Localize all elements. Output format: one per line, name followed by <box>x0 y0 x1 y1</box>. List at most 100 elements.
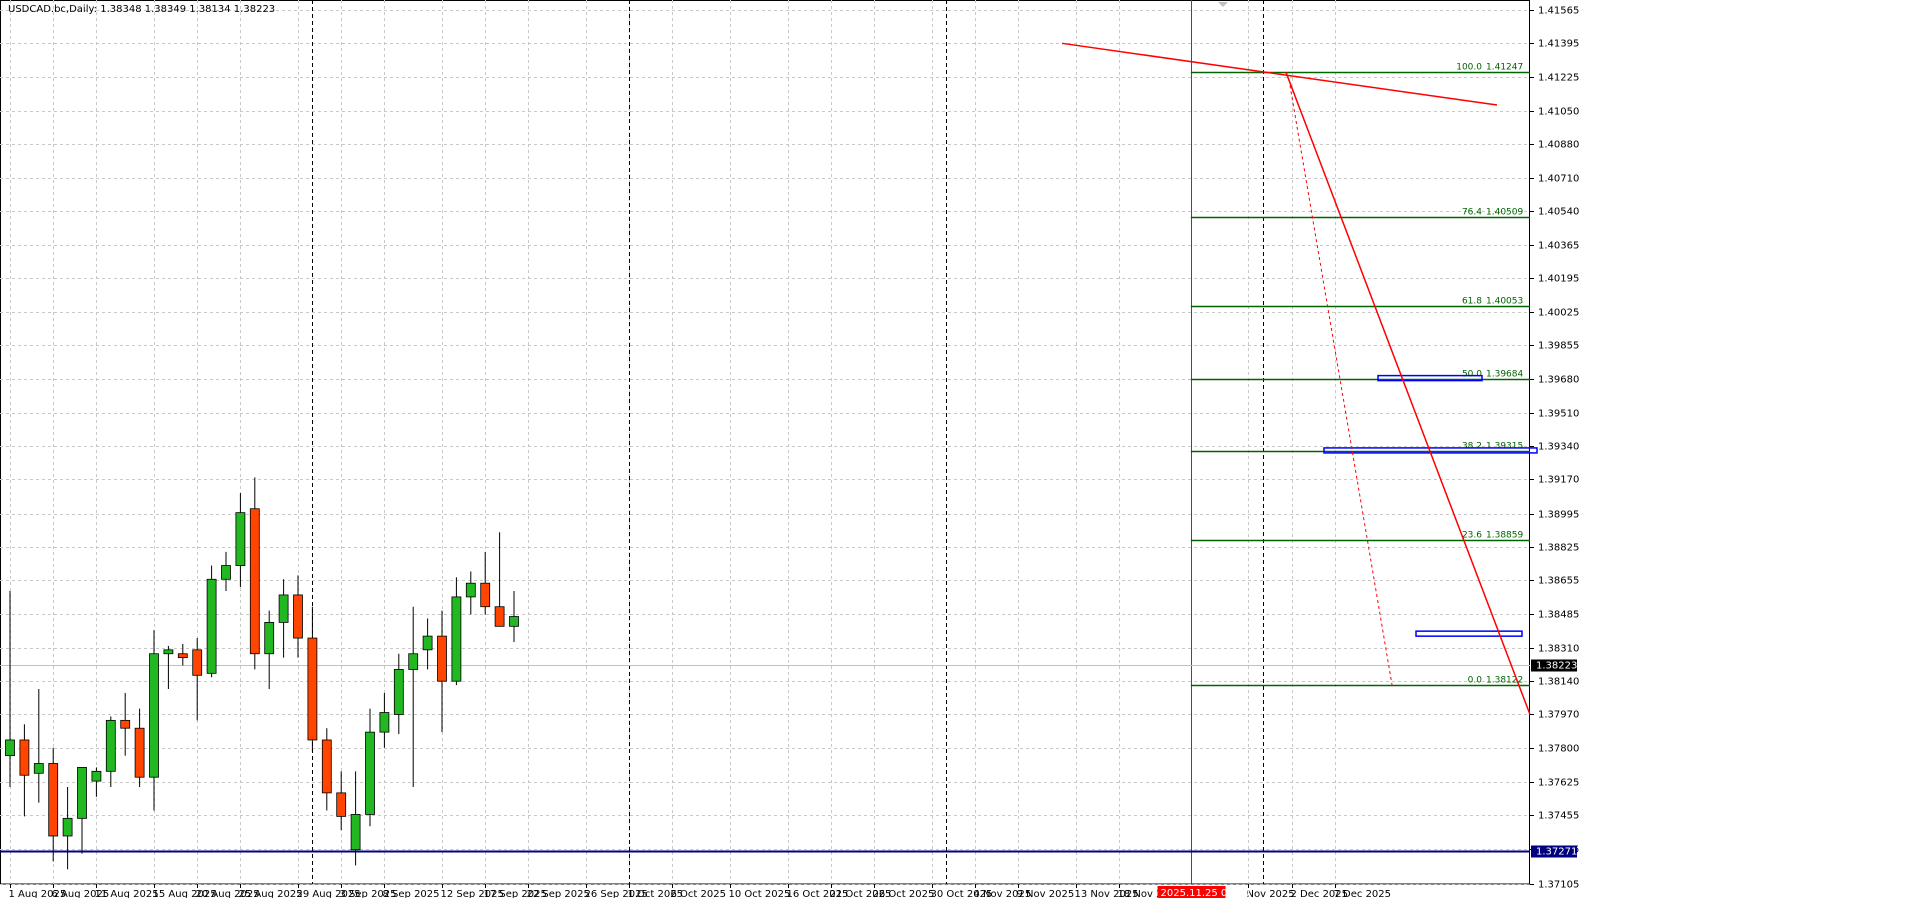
x-tick-label: 6 Aug 2025 <box>52 889 110 898</box>
candle-body <box>379 712 390 733</box>
x-tick-label: 17 Sep 2025 <box>484 889 547 898</box>
x-tick-label: 11 Aug 2025 <box>95 889 159 898</box>
x-tick-label: 12 Sep 2025 <box>441 889 504 898</box>
candle-body <box>264 621 275 655</box>
y-tick-label: 1.37800 <box>1538 744 1579 755</box>
candle-body <box>177 653 188 659</box>
fib-pct-label: 100.0 <box>1456 63 1482 73</box>
resistance-trendline[interactable] <box>1061 42 1498 106</box>
x-tick-label: 2 Dec 2025 <box>1291 889 1349 898</box>
candle-body <box>451 596 462 682</box>
candle-body <box>120 719 131 729</box>
zone-rectangle[interactable] <box>1415 630 1523 637</box>
y-tick-label: 1.39680 <box>1538 375 1579 386</box>
fib-pct-label: 23.6 <box>1462 531 1482 541</box>
y-tick-label: 1.41225 <box>1538 73 1579 84</box>
fib-pct-label: 61.8 <box>1462 297 1482 307</box>
candle-body <box>62 817 73 837</box>
candle-body <box>393 669 404 715</box>
candle-body <box>437 635 447 682</box>
candle-body <box>422 635 433 651</box>
support-price-box <box>1531 845 1577 858</box>
y-tick-label: 1.40710 <box>1538 174 1579 185</box>
y-tick-label: 1.37105 <box>1538 880 1579 891</box>
candle-body <box>192 649 203 676</box>
x-tick-label: 4 Nov 2025 <box>974 889 1032 898</box>
candle-body <box>480 582 491 608</box>
descending-trendline[interactable] <box>1285 72 1531 715</box>
x-tick-label: 9 Nov 2025 <box>1017 889 1075 898</box>
x-tick-label: 8 Sep 2025 <box>383 889 440 898</box>
crosshair-time-label: 2025.11.25 00:00 <box>1161 888 1250 898</box>
y-tick-label: 1.39170 <box>1538 475 1579 486</box>
x-tick-label: 26 Oct 2025 <box>873 889 935 898</box>
candle-body <box>206 578 217 674</box>
candle-body <box>350 814 361 851</box>
candle-body <box>19 739 30 776</box>
fib-pct-label: 50.0 <box>1462 370 1482 380</box>
x-tick-label: 22 Sep 2025 <box>527 889 590 898</box>
y-tick-label: 1.41395 <box>1538 39 1579 50</box>
y-tick-label: 1.40195 <box>1538 274 1579 285</box>
x-tick-label: 3 Sep 2025 <box>340 889 397 898</box>
crosshair-time-box <box>1157 886 1226 898</box>
x-tick-label: 21 Oct 2025 <box>830 889 892 898</box>
candle-body <box>321 739 332 794</box>
y-tick-label: 1.38140 <box>1538 677 1579 688</box>
x-tick-label: Nov 2025 <box>1247 889 1295 898</box>
y-tick-label: 1.40025 <box>1538 308 1579 319</box>
trendlines[interactable] <box>1061 42 1531 715</box>
y-tick-label: 1.38995 <box>1538 510 1579 521</box>
candles <box>5 477 519 870</box>
fib-pct-label: 38.2 <box>1462 442 1482 452</box>
candle-body <box>278 594 289 623</box>
candle-body <box>465 582 476 598</box>
candle-body <box>163 649 174 655</box>
candle-body <box>293 594 303 639</box>
x-tick-label: 10 Oct 2025 <box>729 889 791 898</box>
y-tick-label: 1.38485 <box>1538 610 1579 621</box>
candle-body <box>365 731 375 815</box>
x-tick-label: 13 Nov 2025 <box>1075 889 1139 898</box>
candle-body <box>235 512 246 566</box>
scroll-marker-icon[interactable] <box>1218 2 1228 7</box>
candle-body <box>408 653 419 670</box>
zone-rectangle[interactable] <box>1377 374 1483 382</box>
candle-body <box>307 637 318 741</box>
fib-price-label: 1.38122 <box>1486 676 1523 686</box>
y-tick-label: 1.39510 <box>1538 409 1579 420</box>
candle-body <box>91 770 102 782</box>
x-tick-label: 16 Oct 2025 <box>787 889 849 898</box>
candle-body <box>48 763 59 837</box>
y-tick-label: 1.37970 <box>1538 710 1579 721</box>
y-tick-label: 1.41565 <box>1538 6 1579 17</box>
x-tick-label: 15 Aug 2025 <box>153 889 217 898</box>
candle-body <box>105 719 116 772</box>
fib-price-label: 1.39684 <box>1486 370 1523 380</box>
x-tick-label: 30 Oct 2025 <box>931 889 993 898</box>
y-tick-label: 1.39855 <box>1538 341 1579 352</box>
fib-baseline[interactable] <box>1289 85 1393 685</box>
fib-price-label: 1.40053 <box>1486 297 1523 307</box>
chart-title: USDCAD.bc,Daily: 1.38348 1.38349 1.38134… <box>8 4 275 15</box>
y-tick-label: 1.41050 <box>1538 107 1579 118</box>
candle-body <box>221 565 231 580</box>
y-tick-label: 1.38825 <box>1538 543 1579 554</box>
x-tick-label: 18 Nov 2025 <box>1118 889 1182 898</box>
candle-body <box>77 767 87 819</box>
x-tick-label: 1 Aug 2025 <box>9 889 67 898</box>
fib-price-label: 1.41247 <box>1486 63 1523 73</box>
x-tick-label: 1 Oct 2025 <box>628 889 683 898</box>
fib-pct-label: 0.0 <box>1468 676 1483 686</box>
fib-pct-label: 76.4 <box>1462 208 1482 218</box>
x-tick-label: 20 Aug 2025 <box>196 889 260 898</box>
y-tick-label: 1.40540 <box>1538 207 1579 218</box>
fib-price-label: 1.39315 <box>1486 442 1523 452</box>
price-axis: 1.41565 1.41395 1.41225 1.41050 1.40880 1.407… <box>1530 6 1579 891</box>
x-tick-label: 6 Oct 2025 <box>671 889 726 898</box>
candle-body <box>134 727 145 778</box>
x-tick-label: 7 Dec 2025 <box>1334 889 1392 898</box>
